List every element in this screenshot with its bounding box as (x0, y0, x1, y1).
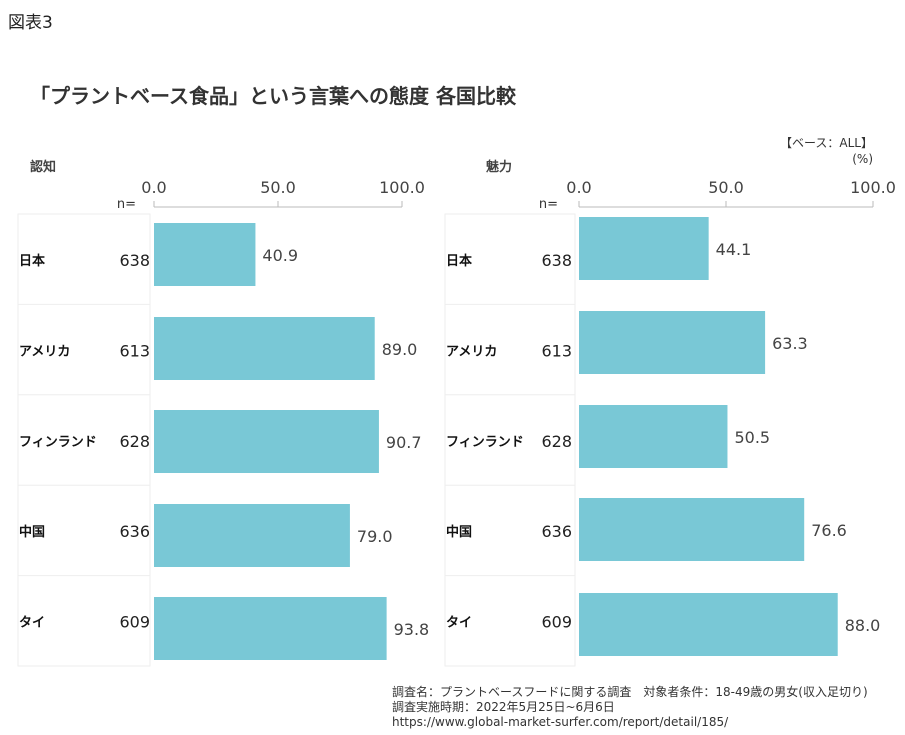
data-label: 76.6 (811, 521, 847, 540)
data-label: 89.0 (382, 340, 418, 359)
n-value: 638 (119, 251, 150, 270)
category-label: アメリカ (446, 344, 497, 359)
n-value: 613 (541, 341, 572, 360)
n-value: 609 (119, 613, 150, 632)
n-value: 636 (541, 522, 572, 541)
data-label: 40.9 (262, 246, 298, 265)
category-label: 日本 (446, 253, 472, 269)
n-value: 628 (541, 432, 572, 451)
footnote: 調査名：プラントベースフードに関する調査 対象者条件：18-49歳の男女(収入足… (392, 685, 868, 699)
data-label: 50.5 (734, 428, 770, 447)
bar (579, 217, 709, 280)
unit-label: (%) (852, 152, 873, 166)
tick-label: 0.0 (141, 178, 166, 197)
bar (579, 498, 805, 561)
footnotes: 調査名：プラントベースフードに関する調査 対象者条件：18-49歳の男女(収入足… (392, 685, 868, 730)
bar (154, 223, 256, 286)
data-label: 88.0 (845, 616, 881, 635)
chart-title: 「プラントベース食品」という言葉への態度 各国比較 (30, 84, 516, 108)
footnote: 調査実施時期：2022年5月25日~6月6日 (392, 700, 615, 714)
tick-label: 100.0 (850, 178, 896, 197)
subtitle-appeal: 魅力 (486, 160, 513, 175)
n-value: 613 (119, 341, 150, 360)
category-label: 日本 (19, 253, 45, 269)
n-value: 628 (119, 432, 150, 451)
category-label: フィンランド (446, 435, 524, 450)
bar (154, 597, 387, 660)
category-label: 中国 (446, 524, 472, 540)
category-label: 中国 (19, 524, 45, 540)
data-label: 79.0 (357, 527, 393, 546)
n-label: n= (117, 197, 136, 212)
category-label: タイ (19, 616, 45, 631)
data-label: 93.8 (394, 620, 430, 639)
tick-label: 50.0 (708, 178, 744, 197)
subtitle-awareness: 認知 (30, 160, 57, 175)
figure-label: 図表3 (8, 13, 53, 33)
data-label: 44.1 (716, 240, 752, 259)
category-label: アメリカ (19, 344, 70, 359)
category-label: タイ (446, 616, 472, 631)
tick-label: 50.0 (260, 178, 296, 197)
footnote: https://www.global-market-surfer.com/rep… (392, 715, 729, 729)
category-label: フィンランド (19, 435, 97, 450)
n-label: n= (539, 197, 558, 212)
bar (579, 311, 766, 374)
label-table (444, 213, 576, 667)
bar (154, 410, 379, 473)
base-note: 【ベース：ALL】 (780, 136, 873, 150)
tick-label: 0.0 (566, 178, 591, 197)
tick-label: 100.0 (379, 178, 425, 197)
n-value: 638 (541, 251, 572, 270)
label-table (17, 213, 151, 667)
data-label: 63.3 (772, 334, 808, 353)
data-label: 90.7 (386, 433, 422, 452)
bar (154, 317, 375, 380)
bar (154, 504, 350, 567)
bar (579, 593, 838, 656)
bar (579, 405, 728, 468)
n-value: 636 (119, 522, 150, 541)
n-value: 609 (541, 613, 572, 632)
